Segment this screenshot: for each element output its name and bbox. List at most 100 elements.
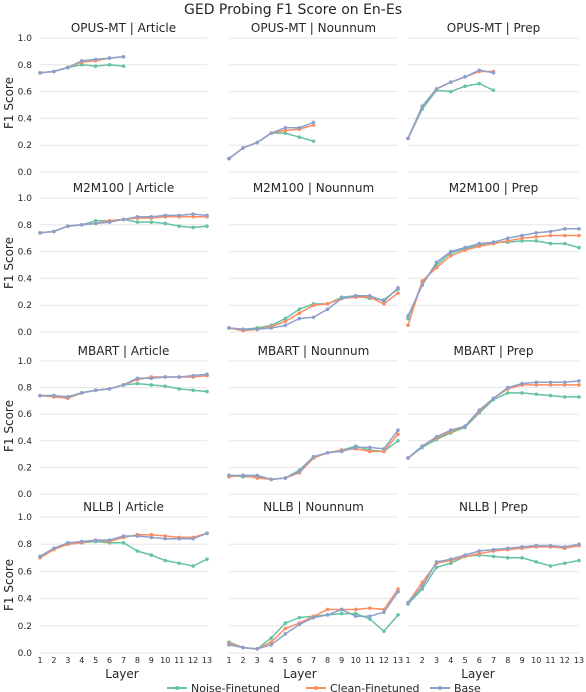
data-point-base: [269, 131, 274, 135]
data-point-base: [505, 546, 510, 551]
data-point-noise-finetuned: [548, 241, 553, 246]
data-point-base: [121, 534, 126, 538]
y-tick-label: 0.4: [18, 114, 33, 124]
data-point-base: [448, 249, 453, 254]
data-point-noise-finetuned: [505, 391, 510, 395]
data-point-noise-finetuned: [520, 556, 524, 560]
data-point-clean-finetuned: [505, 239, 510, 243]
data-point-noise-finetuned: [177, 561, 181, 566]
x-tick-label: 9: [519, 656, 524, 665]
data-point-clean-finetuned: [534, 235, 539, 239]
data-point-clean-finetuned: [534, 383, 539, 387]
data-point-clean-finetuned: [562, 383, 567, 387]
data-point-base: [297, 469, 302, 474]
series-line-base: [228, 591, 399, 650]
data-point-clean-finetuned: [283, 626, 288, 631]
y-tick-label: 0.6: [18, 88, 33, 98]
x-tick-label: 12: [379, 656, 389, 665]
y-tick-label: 0.8: [18, 61, 33, 71]
data-point-base: [420, 584, 425, 589]
data-point-base: [406, 314, 410, 318]
panel-title: MBART | Article: [78, 344, 170, 358]
panel-title: M2M100 | Prep: [449, 181, 539, 195]
data-point-base: [93, 57, 98, 62]
data-point-base: [297, 316, 302, 321]
data-point-noise-finetuned: [149, 553, 154, 557]
data-point-noise-finetuned: [191, 225, 195, 230]
data-point-base: [135, 534, 140, 538]
data-point-noise-finetuned: [121, 541, 126, 545]
data-point-noise-finetuned: [205, 389, 209, 394]
data-point-clean-finetuned: [448, 253, 453, 258]
data-point-base: [477, 241, 482, 246]
data-point-clean-finetuned: [191, 214, 195, 219]
series-line-clean-finetuned: [407, 544, 580, 604]
data-point-base: [339, 449, 344, 454]
y-tick-label: 0.2: [18, 463, 32, 473]
data-point-base: [297, 125, 302, 130]
data-point-noise-finetuned: [135, 381, 140, 386]
data-point-noise-finetuned: [548, 393, 553, 398]
series-line-base: [228, 287, 399, 331]
data-point-base: [562, 380, 567, 385]
data-point-base: [93, 388, 98, 393]
data-point-clean-finetuned: [255, 476, 259, 480]
panel-opus-mt-article: 0.0 0.2 0.4 0.6 0.8 1.0 OPUS-MT | Article: [18, 21, 207, 178]
data-point-base: [311, 315, 316, 320]
data-point-noise-finetuned: [135, 220, 140, 224]
x-tick-label: 3: [434, 656, 439, 665]
series-line-base: [407, 543, 580, 604]
data-point-base: [520, 233, 524, 238]
data-point-base: [339, 296, 344, 301]
data-point-base: [66, 65, 70, 70]
x-tick-label: 12: [560, 656, 570, 665]
data-point-base: [38, 554, 42, 559]
x-tick-label: 13: [574, 656, 584, 665]
data-point-clean-finetuned: [548, 383, 553, 387]
data-point-noise-finetuned: [191, 388, 195, 393]
data-point-base: [205, 372, 209, 377]
data-point-base: [491, 547, 496, 552]
x-tick-label: 5: [462, 656, 467, 665]
data-point-noise-finetuned: [353, 611, 358, 616]
x-tick-label: 4: [448, 656, 453, 665]
data-point-base: [382, 610, 386, 614]
data-point-noise-finetuned: [434, 565, 439, 570]
legend-label-base: Base: [454, 682, 481, 692]
data-point-base: [121, 217, 126, 222]
data-point-noise-finetuned: [520, 239, 524, 243]
data-point-noise-finetuned: [505, 556, 510, 560]
legend-marker-noise-finetuned: [175, 686, 179, 690]
x-tick-label: 7: [121, 656, 126, 665]
data-point-noise-finetuned: [93, 218, 98, 223]
data-point-base: [191, 536, 195, 541]
data-point-base: [548, 380, 553, 385]
data-point-base: [325, 613, 330, 617]
data-point-noise-finetuned: [205, 557, 209, 561]
data-point-noise-finetuned: [448, 89, 453, 94]
y-tick-label: 0.2: [18, 301, 32, 311]
data-point-clean-finetuned: [149, 532, 154, 537]
data-point-base: [66, 541, 70, 545]
data-point-noise-finetuned: [562, 561, 567, 566]
data-point-base: [463, 245, 467, 250]
data-point-noise-finetuned: [283, 131, 288, 135]
panel-opus-mt-prep: OPUS-MT | Prep: [406, 21, 579, 173]
series-line-base: [407, 380, 580, 459]
data-point-base: [241, 146, 245, 150]
y-tick-label: 0.0: [18, 168, 33, 178]
data-point-base: [463, 553, 467, 557]
x-tick-label: 13: [393, 656, 403, 665]
data-point-base: [255, 473, 259, 478]
panel-title: M2M100 | Nounnum: [253, 181, 374, 195]
legend: Noise-Finetuned Clean-Finetuned Base: [167, 682, 481, 692]
series-line-noise-finetuned: [407, 554, 580, 605]
data-point-base: [107, 387, 112, 391]
data-point-base: [177, 213, 181, 218]
data-point-base: [325, 307, 330, 312]
x-tick-label: 12: [188, 656, 198, 665]
data-point-base: [434, 87, 439, 91]
data-point-base: [406, 456, 410, 460]
data-point-clean-finetuned: [283, 128, 288, 133]
